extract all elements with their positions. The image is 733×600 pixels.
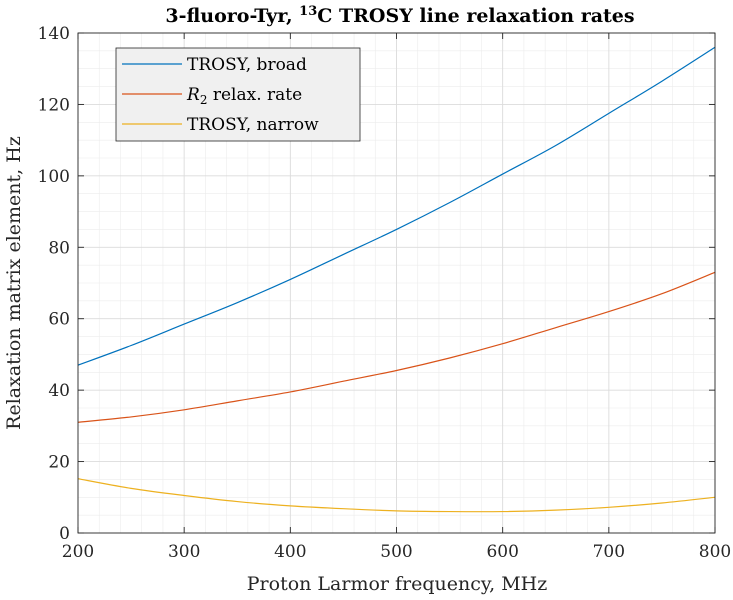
y-tick-label: 40: [48, 381, 70, 401]
y-tick-label: 140: [38, 24, 70, 44]
y-axis-label: Relaxation matrix element, Hz: [3, 136, 25, 430]
series-layer: [77, 46, 716, 513]
y-tick-label: 120: [38, 95, 70, 115]
legend: TROSY, broad R2 relax. rate TROSY, narro…: [115, 47, 361, 142]
legend-entry-trosy-broad: TROSY, broad: [187, 55, 307, 75]
y-tick-label: 80: [48, 238, 70, 258]
series-line-2: [77, 478, 716, 513]
x-tick-label: 500: [380, 542, 412, 562]
y-tick-label: 100: [38, 167, 70, 187]
x-tick-label: 800: [699, 542, 731, 562]
x-tick-label: 300: [168, 542, 200, 562]
legend-entry-r2-relax-rate: R2 relax. rate: [186, 85, 302, 107]
legend-entry-trosy-narrow: TROSY, narrow: [187, 115, 319, 135]
x-tick-label: 700: [593, 542, 625, 562]
chart-title: 3-fluoro-Tyr, 13C TROSY line relaxation …: [165, 4, 634, 27]
y-tick-label: 0: [59, 524, 70, 544]
x-tick-label: 600: [486, 542, 518, 562]
series-line-0: [77, 46, 716, 366]
tick-labels: 200 300 400 500 600 700 800 0 20 40 60 80 100 120 140: [38, 24, 732, 562]
x-axis-label: Proton Larmor frequency, MHz: [247, 573, 547, 595]
y-tick-label: 20: [48, 453, 70, 473]
x-tick-label: 400: [274, 542, 306, 562]
series-line-1: [77, 271, 716, 423]
axes: [77, 32, 716, 534]
y-tick-label: 60: [48, 310, 70, 330]
x-tick-label: 200: [62, 542, 94, 562]
